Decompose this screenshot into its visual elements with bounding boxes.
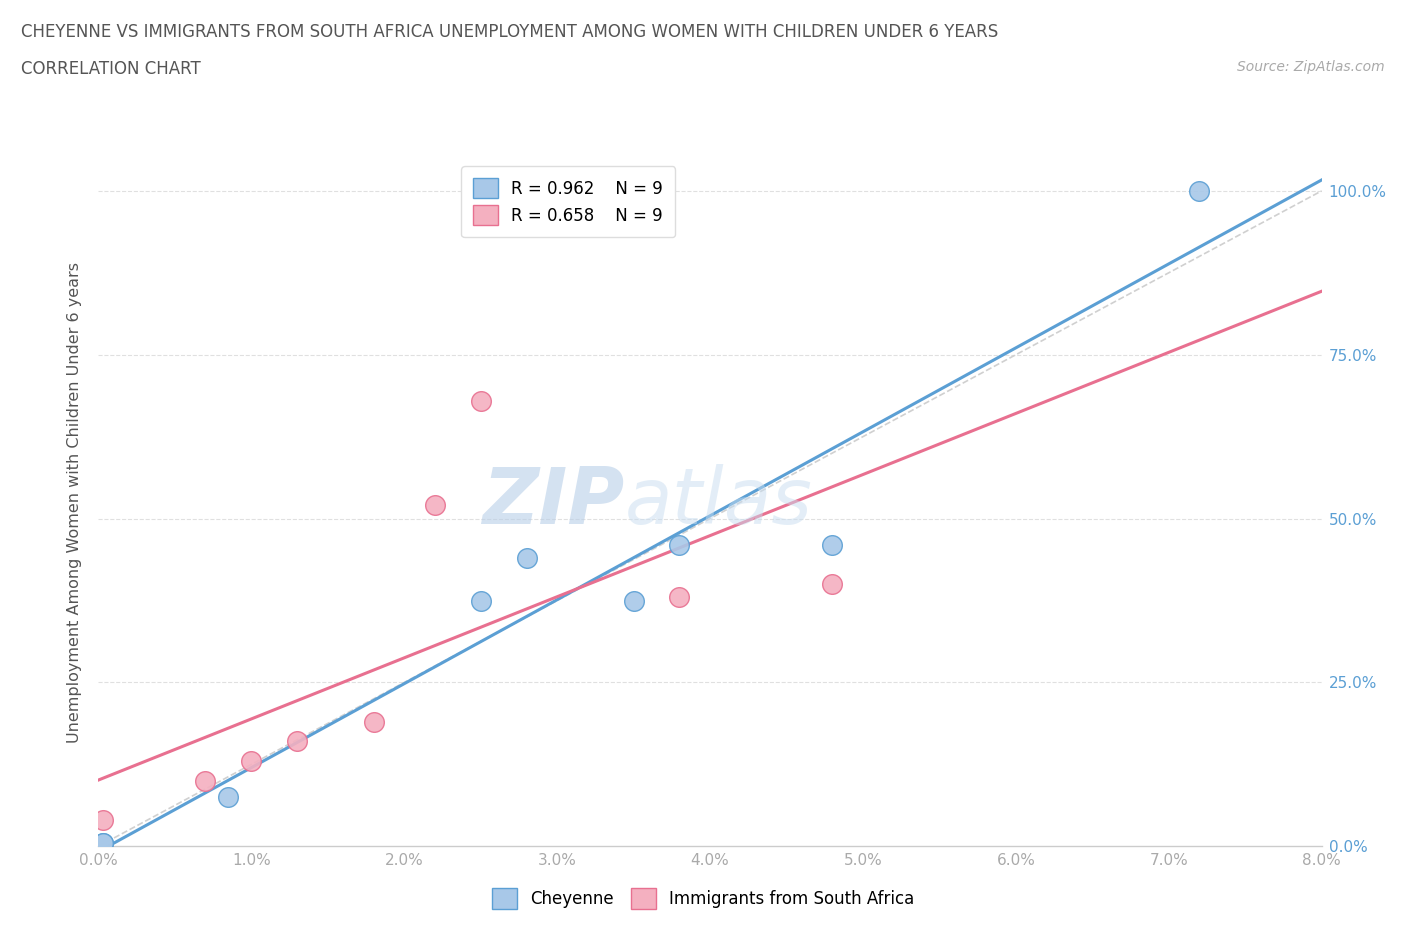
Point bbox=[821, 577, 844, 591]
Point bbox=[470, 393, 492, 408]
Point bbox=[91, 835, 114, 850]
Point bbox=[240, 753, 263, 768]
Point bbox=[363, 714, 385, 729]
Point bbox=[91, 813, 114, 828]
Text: Source: ZipAtlas.com: Source: ZipAtlas.com bbox=[1237, 60, 1385, 74]
Point bbox=[217, 790, 239, 804]
Point bbox=[668, 538, 690, 552]
Point bbox=[821, 538, 844, 552]
Point bbox=[194, 774, 217, 789]
Legend: R = 0.962    N = 9, R = 0.658    N = 9: R = 0.962 N = 9, R = 0.658 N = 9 bbox=[461, 166, 675, 237]
Point bbox=[470, 593, 492, 608]
Text: CORRELATION CHART: CORRELATION CHART bbox=[21, 60, 201, 78]
Legend: Cheyenne, Immigrants from South Africa: Cheyenne, Immigrants from South Africa bbox=[484, 880, 922, 917]
Point bbox=[668, 590, 690, 604]
Text: atlas: atlas bbox=[624, 464, 813, 540]
Text: CHEYENNE VS IMMIGRANTS FROM SOUTH AFRICA UNEMPLOYMENT AMONG WOMEN WITH CHILDREN : CHEYENNE VS IMMIGRANTS FROM SOUTH AFRICA… bbox=[21, 23, 998, 41]
Point bbox=[1188, 183, 1211, 198]
Point bbox=[91, 835, 114, 850]
Y-axis label: Unemployment Among Women with Children Under 6 years: Unemployment Among Women with Children U… bbox=[67, 261, 83, 743]
Point bbox=[423, 498, 446, 513]
Point bbox=[623, 593, 645, 608]
Text: ZIP: ZIP bbox=[482, 464, 624, 540]
Point bbox=[285, 734, 308, 749]
Point bbox=[516, 551, 538, 565]
